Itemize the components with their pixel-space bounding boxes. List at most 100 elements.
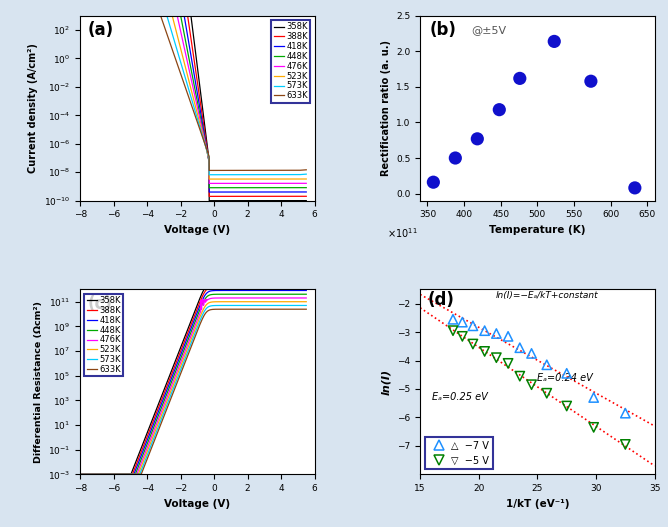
358K — [200, 286, 208, 292]
Point — [448, 315, 458, 324]
358K — [186, 320, 194, 326]
Line: 573K: 573K — [80, 16, 306, 175]
Text: (d): (d) — [428, 291, 454, 309]
Line: 523K: 523K — [80, 16, 306, 179]
418K — [296, 189, 304, 195]
388K — [255, 193, 263, 200]
573K — [88, 13, 96, 19]
Line: 448K: 448K — [80, 294, 306, 474]
Point — [526, 380, 537, 389]
573K — [255, 302, 263, 309]
448K — [88, 471, 96, 477]
476K — [205, 180, 213, 187]
Line: 476K: 476K — [80, 298, 306, 474]
448K — [302, 291, 310, 297]
448K — [296, 184, 304, 191]
388K — [180, 13, 188, 19]
633K — [255, 306, 263, 313]
Line: 448K: 448K — [80, 16, 306, 188]
573K — [88, 471, 96, 477]
523K — [296, 299, 304, 305]
523K — [302, 176, 310, 182]
476K — [255, 295, 263, 301]
358K — [296, 198, 304, 204]
388K — [186, 324, 194, 330]
418K — [255, 189, 263, 195]
Point — [448, 326, 458, 335]
633K — [88, 13, 96, 19]
Line: 388K: 388K — [80, 16, 306, 197]
523K — [180, 59, 188, 65]
Point — [468, 321, 478, 330]
523K — [205, 176, 213, 182]
523K — [76, 13, 84, 19]
418K — [76, 471, 84, 477]
Point — [480, 347, 490, 356]
573K — [180, 71, 188, 77]
418K — [88, 471, 96, 477]
358K — [205, 198, 213, 204]
448K — [186, 331, 194, 337]
476K — [302, 180, 310, 187]
418K — [186, 327, 194, 334]
633K — [302, 167, 310, 173]
573K — [186, 91, 194, 97]
388K — [205, 193, 213, 200]
633K — [296, 167, 304, 173]
Point — [468, 340, 478, 348]
Point — [450, 154, 461, 162]
633K — [186, 98, 194, 104]
Y-axis label: ln(I): ln(I) — [381, 369, 391, 395]
418K — [296, 189, 304, 195]
Point — [561, 369, 572, 377]
448K — [296, 291, 304, 297]
Line: 418K: 418K — [80, 290, 306, 474]
388K — [76, 471, 84, 477]
633K — [76, 471, 84, 477]
388K — [186, 30, 194, 36]
633K — [302, 306, 310, 313]
Line: 633K: 633K — [80, 16, 306, 170]
Point — [586, 77, 597, 85]
633K — [88, 471, 96, 477]
633K — [235, 306, 243, 313]
358K — [255, 198, 263, 204]
Line: 418K: 418K — [80, 16, 306, 192]
Y-axis label: Rectification ratio (a. u.): Rectification ratio (a. u.) — [381, 40, 391, 176]
388K — [255, 286, 263, 292]
Text: @±5V: @±5V — [472, 25, 507, 35]
Point — [457, 318, 468, 326]
448K — [296, 184, 304, 191]
573K — [302, 302, 310, 309]
Point — [472, 134, 483, 143]
Text: (a): (a) — [88, 22, 114, 40]
Text: ln(I)=−Eₐ/kT+constant: ln(I)=−Eₐ/kT+constant — [495, 291, 598, 300]
X-axis label: 1/kT (eV⁻¹): 1/kT (eV⁻¹) — [506, 499, 569, 509]
418K — [88, 13, 96, 19]
523K — [226, 299, 234, 305]
523K — [186, 339, 194, 345]
Text: (c): (c) — [88, 295, 112, 313]
Legend: △  −7 V, ▽  −5 V: △ −7 V, ▽ −5 V — [425, 437, 493, 470]
Legend: 358K, 388K, 418K, 448K, 476K, 523K, 573K, 633K: 358K, 388K, 418K, 448K, 476K, 523K, 573K… — [271, 20, 311, 103]
Line: 358K: 358K — [80, 16, 306, 201]
448K — [186, 61, 194, 67]
Text: $\times10^{11}$: $\times10^{11}$ — [387, 227, 418, 240]
573K — [180, 358, 188, 364]
Line: 523K: 523K — [80, 302, 306, 474]
Point — [620, 440, 631, 448]
523K — [88, 13, 96, 19]
388K — [302, 193, 310, 199]
476K — [296, 180, 304, 187]
Line: 358K: 358K — [80, 289, 306, 474]
476K — [76, 471, 84, 477]
358K — [302, 198, 310, 204]
X-axis label: Voltage (V): Voltage (V) — [164, 225, 230, 235]
358K — [255, 286, 263, 292]
633K — [186, 346, 194, 353]
633K — [180, 362, 188, 368]
388K — [88, 13, 96, 19]
358K — [88, 471, 96, 477]
573K — [296, 302, 304, 309]
388K — [202, 286, 210, 292]
